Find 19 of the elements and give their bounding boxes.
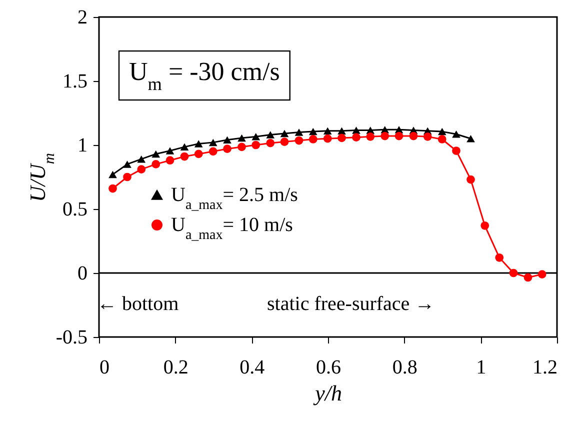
- y-tick-label: 1.5: [62, 70, 88, 92]
- annotation: static free-surface →: [267, 293, 435, 315]
- y-tick-label: 1: [78, 134, 88, 156]
- y-tick-label: 0.5: [62, 198, 88, 220]
- legend-label: U$_{a_max}$= 10 m/s: [171, 214, 294, 242]
- y-tick-label: -0.5: [56, 326, 88, 348]
- x-axis-title: y/h: [313, 380, 342, 406]
- x-tick-label: 0.4: [240, 356, 265, 378]
- x-tick-label: 0.6: [316, 356, 341, 378]
- x-tick-label: 0.8: [392, 356, 418, 378]
- x-tick-label: 1: [476, 356, 486, 378]
- x-tick-label: 0: [100, 356, 110, 378]
- annotation: U$_{m}$ = -30 cm/s: [129, 57, 280, 94]
- x-tick-label: 1.2: [532, 356, 558, 378]
- legend-label: U$_{a_max}$= 2.5 m/s: [171, 184, 298, 212]
- annotation: ← bottom: [97, 293, 180, 315]
- y-tick-label: 2: [78, 6, 88, 28]
- x-tick-label: 0.2: [163, 356, 188, 378]
- y-tick-label: 0: [78, 262, 88, 284]
